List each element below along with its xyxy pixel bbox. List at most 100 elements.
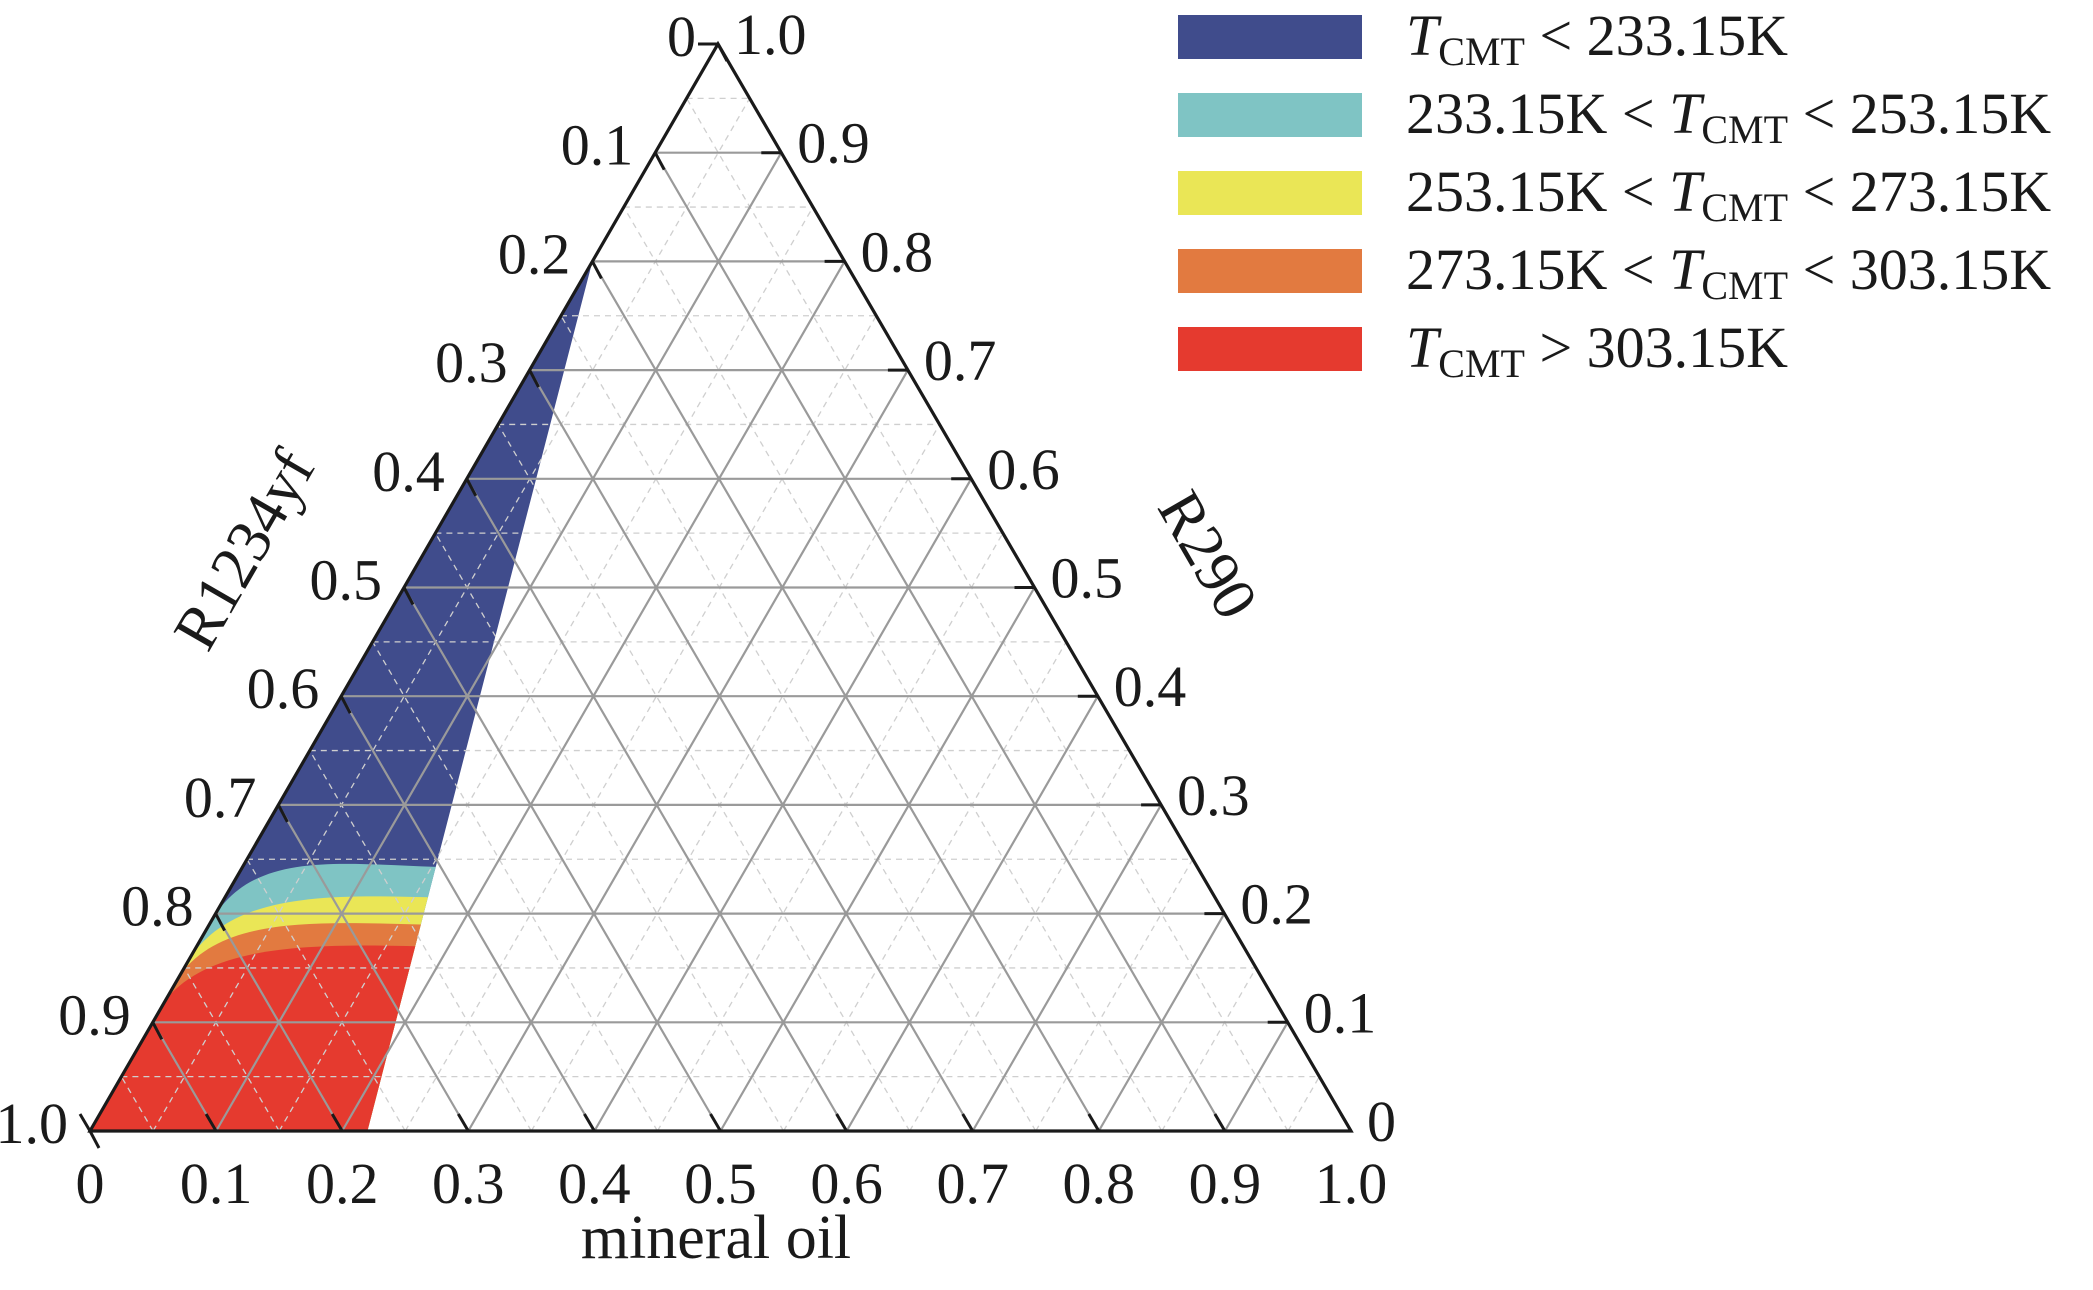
tick-left [151, 1021, 164, 1041]
tick-left [277, 804, 289, 823]
grid-line-minor [434, 532, 785, 1132]
legend-label: 233.15K < TCMT < 253.15K [1406, 81, 2051, 152]
grid-line-minor [782, 641, 1067, 1132]
legend-swatch [1178, 15, 1362, 59]
region-above-303k [90, 945, 416, 1131]
grid-line-major [591, 260, 1100, 1132]
grid-line-minor [278, 206, 814, 1132]
tick-label-r1234yf: 0.1 [561, 113, 634, 178]
tick-bottom [204, 1113, 218, 1132]
tick-label-r290: 0.4 [1114, 654, 1187, 719]
tick-label-r290: 0.7 [924, 328, 997, 393]
grid-line-minor [560, 315, 1037, 1132]
tick-left [214, 912, 226, 932]
grid-line-major [467, 369, 909, 1132]
tick-label-r290: 0.5 [1051, 546, 1124, 611]
tick-bottom [709, 1113, 722, 1132]
legend-swatch [1178, 249, 1362, 293]
grid-line-major [1223, 1021, 1289, 1132]
tick-bottom [457, 1113, 470, 1132]
grid-line-major [214, 913, 344, 1132]
tick-left [716, 43, 729, 62]
tick-label-mineral-oil: 0.7 [936, 1151, 1009, 1216]
grid-line-major [654, 152, 1226, 1132]
grid-line-major [340, 695, 596, 1132]
tick-left [591, 260, 603, 280]
grid-line-major [403, 586, 722, 1132]
grid-line-minor [497, 424, 911, 1132]
tick-label-mineral-oil: 0.3 [432, 1151, 505, 1216]
tick-label-r1234yf: 0.2 [498, 221, 571, 286]
tick-label-r1234yf: 0.5 [310, 548, 383, 613]
legend-swatch [1178, 327, 1362, 371]
grid-line-major [151, 1021, 218, 1132]
tick-left [465, 478, 478, 497]
legend-label: TCMT > 303.15K [1406, 315, 1788, 386]
grid-line-minor [404, 315, 877, 1132]
tick-label-r1234yf: 0.6 [247, 656, 320, 721]
tick-bottom [1087, 1113, 1101, 1132]
tick-label-mineral-oil: 0.5 [684, 1151, 757, 1216]
tick-label-r1234yf: 0.9 [58, 982, 131, 1047]
grid-line-minor [623, 206, 1163, 1132]
tick-labels: 0 0 0 0.1 0.1 0.1 0.2 0.2 0.2 0.3 0.3 0.3 0.4 0.4 0.4 0… [0, 2, 1396, 1216]
legend-label: 273.15K < TCMT < 303.15K [1406, 237, 2051, 308]
grid-line-major [215, 152, 783, 1132]
grid-line-major [528, 369, 974, 1132]
tick-label-mineral-oil: 0.2 [306, 1151, 379, 1216]
tick-label-r1234yf: 0.7 [184, 765, 257, 830]
tick-left [528, 369, 540, 388]
tick-label-r1234yf: 1.0 [0, 1091, 68, 1156]
legend-swatch [1178, 171, 1362, 215]
grid-line-minor [1035, 858, 1194, 1132]
grid-lines [120, 97, 1320, 1132]
tick-left [402, 586, 415, 606]
tick-label-r1234yf: 0.4 [372, 439, 445, 504]
tick-label-mineral-oil: 0.8 [1063, 1151, 1136, 1216]
grid-line-minor [686, 98, 1289, 1132]
legend-swatch [1178, 93, 1362, 137]
tick-left [88, 1130, 101, 1149]
tick-label-r290: 0.9 [797, 111, 870, 176]
grid-line-major [719, 586, 1036, 1132]
tick-label-mineral-oil: 0.4 [558, 1151, 631, 1216]
grid-line-minor [656, 532, 1004, 1132]
tick-bottom [78, 1113, 92, 1132]
tick-label-r290: 0.3 [1177, 763, 1250, 828]
tick-label-mineral-oil: 0 [76, 1151, 105, 1216]
tick-label-r290: 0.2 [1240, 872, 1313, 937]
grid-line-minor [309, 750, 532, 1132]
grid-line-minor [183, 967, 280, 1132]
tick-label-r290: 0 [1367, 1089, 1396, 1154]
grid-line-minor [1287, 1076, 1320, 1132]
grid-line-minor [530, 424, 941, 1132]
tick-label-r1234yf: 0 [667, 4, 696, 69]
legend-label: TCMT < 233.15K [1406, 3, 1788, 74]
tick-bottom [1339, 1113, 1353, 1132]
tick-bottom [961, 1113, 974, 1132]
tick-left [339, 695, 352, 714]
axis-title-mineral-oil: mineral oil [581, 1204, 851, 1272]
grid-line-minor [909, 750, 1131, 1132]
tick-bottom [835, 1113, 848, 1132]
grid-line-major [277, 804, 470, 1132]
tick-label-r1234yf: 0.8 [121, 874, 194, 939]
grid-line-minor [1161, 967, 1257, 1132]
tick-left [653, 151, 666, 171]
tick-marks [78, 42, 1353, 1149]
grid-line-major [971, 804, 1163, 1132]
legend-label: 253.15K < TCMT < 273.15K [1406, 159, 2051, 230]
axis-title-r1234yf: R1234yf [161, 439, 329, 661]
tick-label-r1234yf: 0.3 [435, 330, 508, 395]
grid-line-minor [246, 858, 406, 1132]
tick-bottom [330, 1113, 344, 1132]
tick-bottom [583, 1113, 596, 1132]
tick-label-r290: 0.6 [987, 437, 1059, 502]
tick-label-mineral-oil: 0.9 [1189, 1151, 1262, 1216]
tick-label-r290: 1.0 [734, 2, 807, 67]
tick-label-mineral-oil: 0.1 [180, 1151, 253, 1216]
axis-title-r290: R290 [1144, 480, 1270, 630]
